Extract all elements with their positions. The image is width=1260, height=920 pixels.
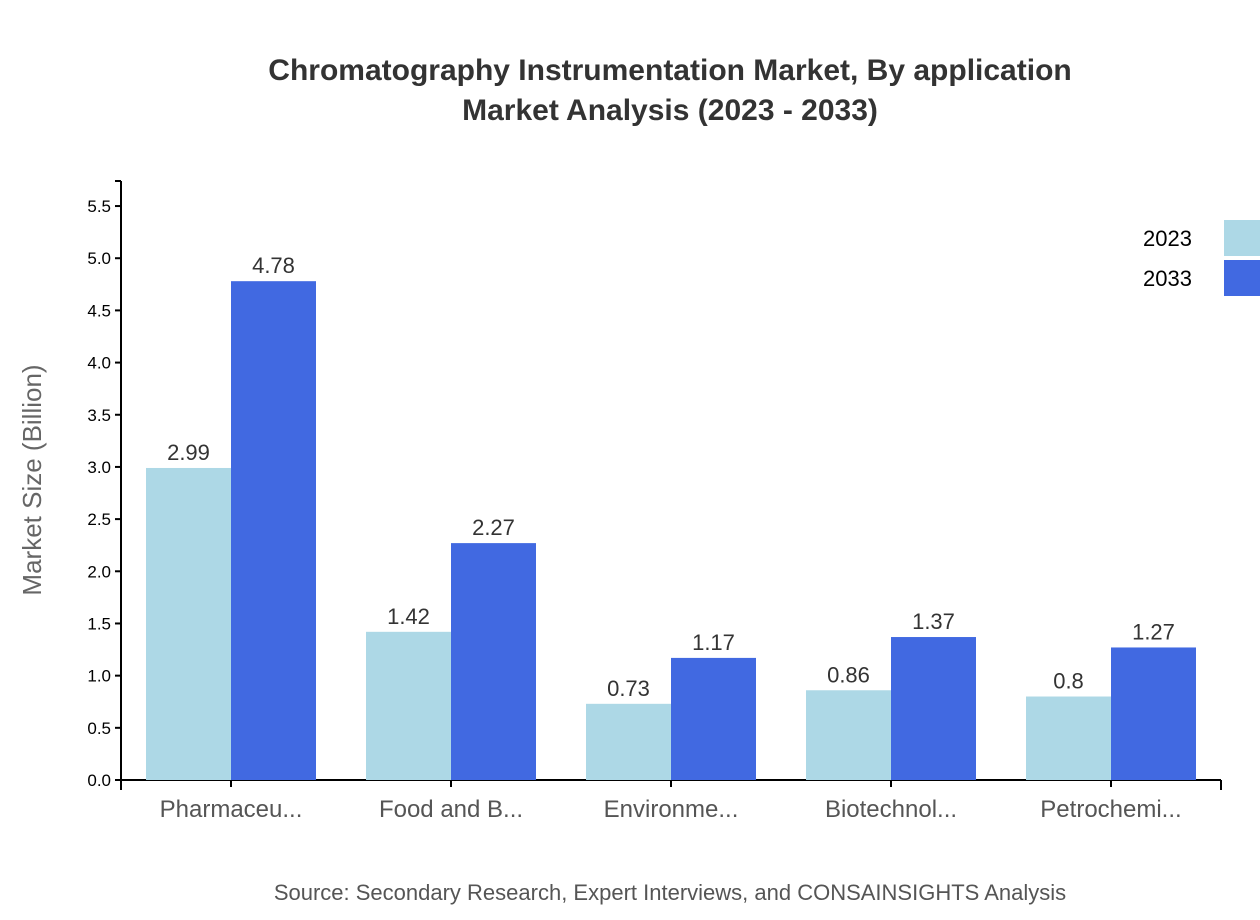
y-tick-label: 1.5 xyxy=(87,614,111,633)
y-tick-label: 2.0 xyxy=(87,562,111,581)
x-tick-label: Environme... xyxy=(604,796,739,823)
bar-2033 xyxy=(891,637,976,780)
chart-subtitle: Market Analysis (2023 - 2033) xyxy=(462,94,878,127)
data-label: 1.17 xyxy=(692,630,735,655)
data-label: 1.42 xyxy=(387,604,430,629)
y-tick-label: 0.0 xyxy=(87,771,111,790)
bar-2033 xyxy=(451,543,536,780)
bar-2033 xyxy=(671,657,756,780)
x-tick-label: Food and B... xyxy=(379,796,523,823)
bar-2023 xyxy=(1026,696,1111,780)
x-tick-label: Petrochemi... xyxy=(1040,796,1181,823)
y-tick-label: 4.5 xyxy=(87,301,111,320)
y-axis-label: Market Size (Billion) xyxy=(17,364,47,595)
bar-2033 xyxy=(1111,647,1196,780)
data-label: 0.86 xyxy=(827,662,870,687)
legend-swatch-2033 xyxy=(1224,260,1260,296)
data-label: 4.78 xyxy=(252,253,295,278)
y-tick-label: 3.5 xyxy=(87,406,111,425)
bar-2023 xyxy=(806,690,891,780)
y-tick-label: 4.0 xyxy=(87,354,111,373)
legend-label: 2023 xyxy=(1143,226,1192,251)
y-tick-label: 3.0 xyxy=(87,458,111,477)
data-label: 1.27 xyxy=(1132,619,1175,644)
bar-2033 xyxy=(231,281,316,780)
bar-2023 xyxy=(366,631,451,780)
x-tick-label: Biotechnol... xyxy=(825,796,957,823)
y-tick-label: 5.5 xyxy=(87,197,111,216)
x-axis: Pharmaceu... Food and B... Environme... Bio… xyxy=(120,779,1222,823)
legend: 2023 2033 xyxy=(1143,220,1260,296)
data-label: 1.37 xyxy=(912,609,955,634)
y-tick-label: 1.0 xyxy=(87,667,111,686)
x-tick-label: Pharmaceu... xyxy=(160,796,303,823)
y-tick-label: 5.0 xyxy=(87,249,111,268)
source-note: Source: Secondary Research, Expert Inter… xyxy=(274,880,1066,905)
legend-label: 2033 xyxy=(1143,266,1192,291)
y-tick-label: 0.5 xyxy=(87,719,111,738)
bars: 2.99 4.78 1.42 2.27 0.73 1.17 0.86 1.37 0.8 1.27 xyxy=(146,253,1196,780)
data-label: 2.99 xyxy=(167,440,210,465)
y-tick-label: 2.5 xyxy=(87,510,111,529)
data-label: 0.73 xyxy=(607,676,650,701)
chart-title: Chromatography Instrumentation Market, B… xyxy=(268,54,1071,87)
y-axis: 0.0 0.5 1.0 1.5 2.0 2.5 3.0 3.5 4.0 4.5 5.0 5.5 xyxy=(87,180,122,790)
data-label: 2.27 xyxy=(472,515,515,540)
bar-2023 xyxy=(586,703,671,780)
legend-swatch-2023 xyxy=(1224,220,1260,256)
bar-2023 xyxy=(146,467,231,780)
data-label: 0.8 xyxy=(1053,669,1084,694)
